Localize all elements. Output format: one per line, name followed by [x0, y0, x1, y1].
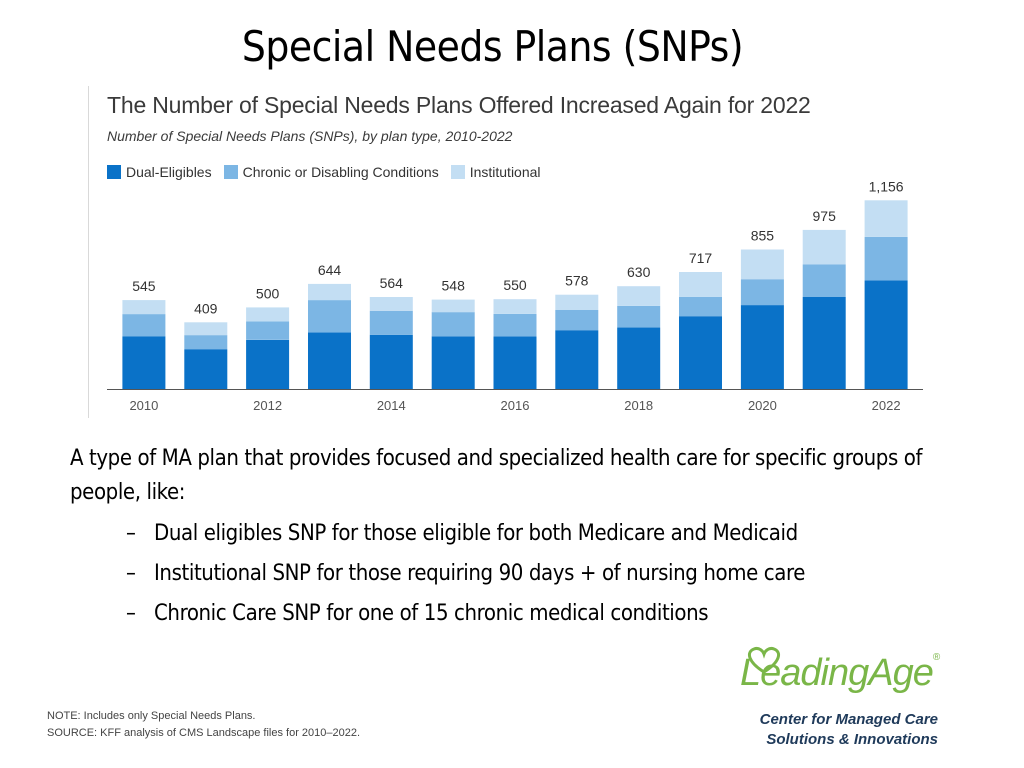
bar-segment-institutional-2018	[617, 286, 661, 306]
bar-segment-institutional-2012	[246, 307, 290, 322]
x-tick-label-2016: 2016	[501, 398, 530, 413]
bullet-text: Chronic Care SNP for one of 15 chronic m…	[154, 601, 709, 626]
bar-segment-dual-eligibles-2018	[617, 327, 661, 389]
bar-segment-institutional-2010	[122, 300, 166, 315]
bar-segment-dual-eligibles-2015	[431, 336, 475, 389]
chart-subtitle: Number of Special Needs Plans (SNPs), by…	[107, 128, 513, 144]
x-tick-label-2014: 2014	[377, 398, 406, 413]
bar-segment-dual-eligibles-2016	[493, 336, 537, 389]
bar-segment-dual-eligibles-2017	[555, 330, 599, 389]
bar-segment-dual-eligibles-2020	[740, 305, 784, 389]
bar-segment-chronic-2021	[802, 264, 846, 297]
bar-segment-chronic-2017	[555, 310, 599, 331]
logo-wordmark: LeadingAge®	[740, 652, 940, 695]
total-label-2015: 548	[442, 278, 466, 294]
chart-legend: Dual-Eligibles Chronic or Disabling Cond…	[107, 164, 541, 180]
bullet-item: – Dual eligibles SNP for those eligible f…	[126, 514, 970, 554]
bar-segment-institutional-2017	[555, 294, 599, 310]
footnote: NOTE: Includes only Special Needs Plans.…	[47, 708, 360, 742]
total-label-2012: 500	[256, 285, 280, 301]
bar-segment-dual-eligibles-2010	[122, 336, 166, 389]
legend-label-chronic: Chronic or Disabling Conditions	[242, 164, 439, 180]
bar-segment-institutional-2011	[184, 322, 228, 336]
stacked-bar-chart: 545 2010 409 500 2012 644 564 2014 548 550 2016 578…	[107, 178, 923, 413]
legend-label-institutional: Institutional	[469, 164, 541, 180]
x-tick-label-2020: 2020	[748, 398, 777, 413]
total-label-2011: 409	[194, 300, 218, 316]
bar-segment-dual-eligibles-2022	[864, 280, 908, 389]
total-label-2010: 545	[132, 278, 156, 294]
legend-swatch-dual-eligibles	[107, 165, 121, 179]
leadingage-logo: LeadingAge® Center for Managed Care Solu…	[740, 647, 950, 757]
legend-item-chronic: Chronic or Disabling Conditions	[223, 164, 439, 180]
total-label-2016: 550	[503, 277, 527, 293]
total-label-2020: 855	[751, 228, 775, 244]
legend-label-dual-eligibles: Dual-Eligibles	[126, 164, 212, 180]
bar-segment-institutional-2020	[740, 249, 784, 280]
bar-segment-dual-eligibles-2012	[246, 339, 290, 389]
total-label-2014: 564	[380, 275, 404, 291]
slide-title: Special Needs Plans (SNPs)	[241, 22, 744, 71]
logo-name: LeadingAge	[740, 652, 934, 694]
bar-segment-dual-eligibles-2013	[308, 332, 351, 389]
x-tick-label-2010: 2010	[129, 398, 158, 413]
bar-segment-dual-eligibles-2011	[184, 349, 228, 389]
bar-segment-chronic-2016	[493, 313, 537, 337]
bullet-item: – Institutional SNP for those requiring 9…	[126, 554, 970, 594]
bar-segment-dual-eligibles-2019	[679, 316, 722, 389]
registered-icon: ®	[932, 652, 940, 663]
total-label-2021: 975	[813, 208, 837, 224]
legend-item-dual-eligibles: Dual-Eligibles	[107, 164, 212, 180]
heart-leaf-icon	[747, 647, 781, 674]
slide-body: A type of MA plan that provides focused …	[70, 442, 970, 634]
bar-segment-institutional-2021	[802, 229, 846, 265]
note-text: NOTE: Includes only Special Needs Plans.	[47, 710, 256, 722]
legend-swatch-institutional	[450, 165, 465, 179]
x-tick-label-2018: 2018	[624, 398, 653, 413]
bar-segment-institutional-2014	[369, 297, 413, 311]
total-label-2013: 644	[318, 262, 342, 278]
bar-segment-chronic-2013	[308, 300, 351, 333]
total-label-2018: 630	[627, 264, 651, 280]
logo-tagline-2: Solutions & Innovations	[766, 731, 938, 748]
bar-segment-institutional-2016	[493, 299, 537, 314]
bullet-item: – Chronic Care SNP for one of 15 chronic …	[126, 594, 970, 634]
bar-segment-dual-eligibles-2014	[369, 334, 413, 389]
source-text: SOURCE: KFF analysis of CMS Landscape fi…	[47, 727, 361, 739]
chart-title: The Number of Special Needs Plans Offere…	[107, 92, 811, 118]
x-tick-label-2012: 2012	[253, 398, 282, 413]
bar-segment-chronic-2011	[184, 335, 228, 350]
dash-icon: –	[126, 601, 136, 626]
legend-swatch-chronic	[223, 165, 238, 179]
bar-segment-chronic-2022	[864, 236, 908, 281]
bullet-text: Institutional SNP for those requiring 90…	[154, 561, 805, 586]
bar-segment-dual-eligibles-2021	[802, 297, 846, 389]
intro-text: A type of MA plan that provides focused …	[70, 446, 923, 505]
bar-segment-chronic-2012	[246, 321, 290, 340]
bar-segment-institutional-2013	[308, 283, 351, 301]
bar-segment-chronic-2015	[431, 312, 475, 337]
total-label-2022: 1,156	[869, 178, 904, 194]
bar-segment-chronic-2010	[122, 314, 166, 337]
dash-icon: –	[126, 561, 136, 586]
bar-segment-institutional-2019	[679, 272, 722, 297]
bullet-list: – Dual eligibles SNP for those eligible f…	[70, 514, 970, 634]
legend-item-institutional: Institutional	[450, 164, 541, 180]
total-label-2017: 578	[565, 273, 589, 289]
bar-segment-chronic-2020	[740, 279, 784, 306]
chart-panel: 545 2010 409 500 2012 644 564 2014 548 550 2016 578…	[88, 86, 929, 418]
bar-segment-institutional-2015	[431, 299, 475, 313]
logo-tagline: Center for Managed Care Solutions & Inno…	[748, 710, 938, 750]
bar-segment-chronic-2018	[617, 305, 661, 328]
dash-icon: –	[126, 521, 136, 546]
bar-segment-institutional-2022	[864, 200, 908, 237]
x-tick-label-2022: 2022	[872, 398, 901, 413]
logo-tagline-1: Center for Managed Care	[759, 711, 938, 728]
bar-segment-chronic-2014	[369, 310, 413, 335]
total-label-2019: 717	[689, 250, 713, 266]
bullet-text: Dual eligibles SNP for those eligible fo…	[154, 521, 798, 546]
bar-segment-chronic-2019	[679, 296, 722, 317]
